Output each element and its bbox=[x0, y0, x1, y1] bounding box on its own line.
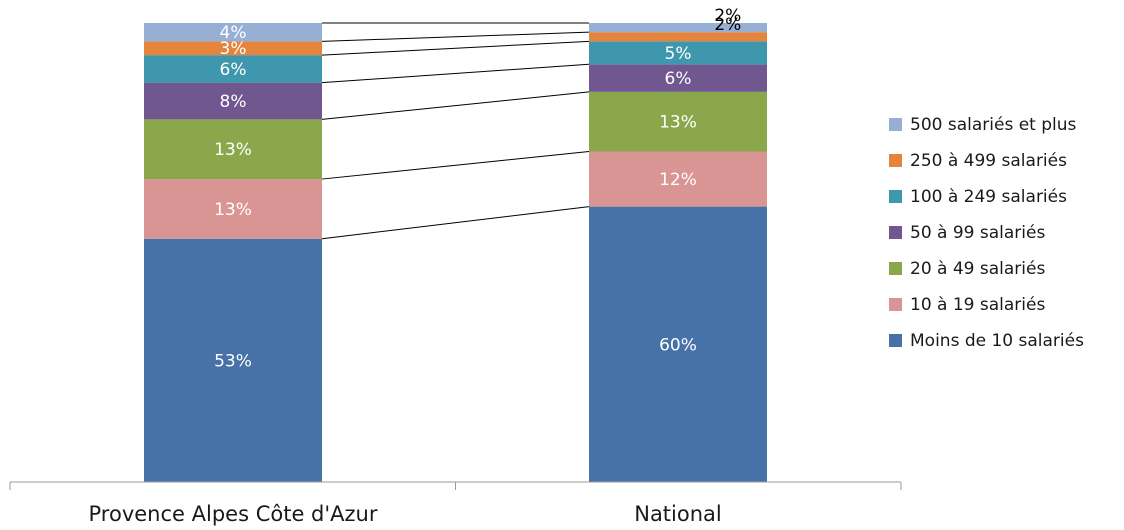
data-label: 4% bbox=[220, 23, 247, 43]
data-label: 5% bbox=[665, 44, 692, 64]
legend-swatch bbox=[889, 154, 902, 167]
legend-swatch bbox=[889, 334, 902, 347]
legend-entry: Moins de 10 salariés bbox=[910, 331, 1084, 351]
series-connector-lines bbox=[321, 22, 590, 240]
legend-entry: 100 à 249 salariés bbox=[910, 187, 1067, 207]
data-label: 2% bbox=[714, 15, 741, 35]
series-line bbox=[321, 151, 590, 180]
data-label: 13% bbox=[214, 140, 252, 160]
series-line bbox=[321, 91, 590, 120]
data-label: 13% bbox=[659, 113, 697, 133]
category-tick-label: Provence Alpes Côte d'Azur bbox=[89, 502, 378, 526]
data-label: 12% bbox=[659, 170, 697, 190]
x-axis: Provence Alpes Côte d'Azur National bbox=[9, 481, 902, 526]
data-label: 2% bbox=[714, 6, 741, 26]
bars-group bbox=[144, 23, 767, 482]
data-label: 53% bbox=[214, 351, 252, 371]
data-label: 6% bbox=[665, 69, 692, 89]
legend-swatch bbox=[889, 298, 902, 311]
bar-segment bbox=[589, 41, 767, 65]
legend-entry: 10 à 19 salariés bbox=[910, 295, 1045, 315]
bar-segment bbox=[144, 119, 322, 180]
legend-entry: 20 à 49 salariés bbox=[910, 259, 1045, 279]
legend-entry: 500 salariés et plus bbox=[910, 115, 1077, 135]
legend-swatch bbox=[889, 262, 902, 275]
bar-segment bbox=[589, 91, 767, 152]
data-labels-group: 53% 60% 13% 12% 13% 13% 8% 6% 6% 5% 3% 2% 4% 2% bbox=[214, 6, 741, 371]
legend-entry: 50 à 99 salariés bbox=[910, 223, 1045, 243]
data-label: 8% bbox=[220, 92, 247, 112]
legend-swatch bbox=[889, 190, 902, 203]
series-line bbox=[321, 63, 590, 84]
legend-swatch bbox=[889, 118, 902, 131]
legend-entry: 250 à 499 salariés bbox=[910, 151, 1067, 171]
data-label: 13% bbox=[214, 200, 252, 220]
series-line bbox=[321, 40, 590, 56]
category-tick-label: National bbox=[634, 502, 722, 526]
bar-segment bbox=[144, 179, 322, 239]
bar-segment bbox=[589, 151, 767, 207]
legend: 500 salariés et plus 250 à 499 salariés 10… bbox=[889, 115, 1084, 351]
bar-segment bbox=[589, 32, 767, 42]
bar-segment bbox=[589, 64, 767, 92]
bar-segment bbox=[144, 41, 322, 56]
series-line bbox=[321, 206, 590, 240]
legend-swatch bbox=[889, 226, 902, 239]
bar-segment bbox=[144, 238, 322, 482]
bar-segment bbox=[589, 23, 767, 33]
bar-segment bbox=[144, 55, 322, 83]
bar-segment bbox=[589, 206, 767, 482]
data-label: 6% bbox=[220, 60, 247, 80]
data-label: 3% bbox=[220, 39, 247, 59]
series-line bbox=[321, 31, 590, 42]
data-label: 60% bbox=[659, 335, 697, 355]
bar-segment bbox=[144, 23, 322, 42]
bar-segment bbox=[144, 82, 322, 120]
